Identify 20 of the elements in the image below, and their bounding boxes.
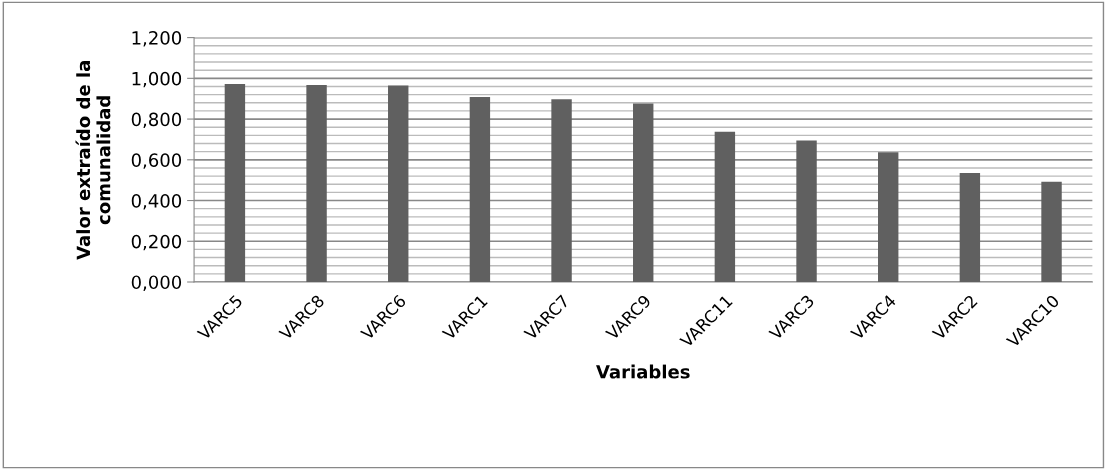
y-tick-label: 0,600 bbox=[131, 153, 182, 169]
y-axis-title: Valor extraído de la comunalidad bbox=[75, 61, 111, 260]
bar bbox=[959, 173, 981, 282]
bar bbox=[306, 85, 327, 282]
bar bbox=[551, 99, 572, 282]
y-tick-label: 1,000 bbox=[132, 71, 182, 88]
y-tick-label: 1,200 bbox=[132, 31, 182, 47]
bar bbox=[388, 85, 409, 282]
bar bbox=[1041, 181, 1062, 282]
y-tick-label: 0,400 bbox=[131, 193, 182, 210]
bar bbox=[224, 84, 246, 282]
bar bbox=[469, 97, 491, 282]
y-tick-label: 0,000 bbox=[131, 275, 182, 291]
bar bbox=[796, 140, 817, 282]
y-tick-label: 0,200 bbox=[131, 234, 182, 251]
bar bbox=[633, 103, 654, 282]
bar bbox=[878, 152, 899, 282]
x-axis-title: Variables bbox=[596, 364, 690, 379]
y-tick-label: 0,800 bbox=[131, 112, 182, 129]
bar bbox=[714, 131, 736, 282]
